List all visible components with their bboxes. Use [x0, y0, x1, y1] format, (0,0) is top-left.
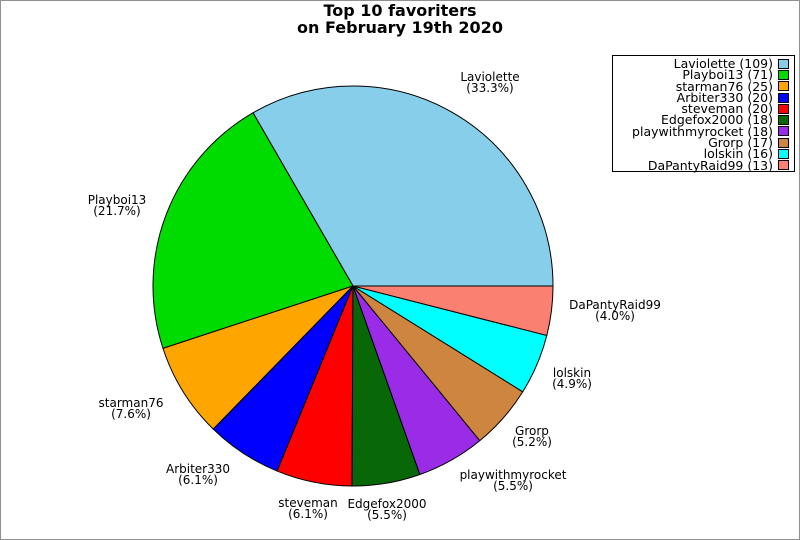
pie-label-name: steveman: [278, 496, 338, 510]
pie-label-pct: (6.1%): [178, 473, 218, 487]
chart-title-line1: Top 10 favoriters: [323, 1, 477, 20]
pie-label-name: Playboi13: [87, 193, 147, 207]
legend-label: lolskin (16): [703, 146, 773, 162]
legend-label: steveman (20): [681, 101, 773, 117]
pie-slice-dapantyraid99: [352, 285, 554, 336]
legend-item: Laviolette (109): [615, 56, 789, 71]
pie-label-name: Grorp: [515, 424, 549, 438]
legend-label: Edgefox2000 (18): [661, 112, 773, 128]
legend-swatch: [778, 115, 789, 126]
legend-swatch: [778, 137, 789, 148]
pie-slice-starman76: [162, 285, 354, 430]
legend-item: Edgefox2000 (18): [615, 112, 789, 128]
pie-label-pct: (7.6%): [111, 407, 151, 421]
pie-label-edgefox2000: Edgefox2000 (5.5%): [347, 497, 427, 522]
legend-label: DaPantyRaid99 (13): [647, 157, 773, 173]
pie-label-pct: (4.0%): [595, 309, 635, 323]
pie-label-pct: (21.7%): [93, 204, 141, 218]
pie-label-name: starman76: [98, 396, 164, 410]
legend-item: Playboi13 (71): [615, 67, 789, 83]
legend-swatch: [778, 103, 789, 114]
pie-slice-laviolette: [252, 85, 554, 287]
legend-label: Grorp (17): [708, 135, 773, 151]
pie-label-name: DaPantyRaid99: [569, 298, 661, 312]
pie-label-pct: (6.1%): [288, 507, 328, 521]
legend-swatch: [778, 92, 789, 103]
legend-swatch: [778, 58, 789, 69]
legend-item: lolskin (16): [615, 146, 789, 162]
pie-label-pct: (5.5%): [493, 479, 533, 493]
legend-item: starman76 (25): [615, 78, 789, 94]
legend-item: playwithmyrocket (18): [615, 123, 789, 139]
pie-label-arbiter330: Arbiter330 (6.1%): [165, 462, 231, 487]
legend-label: Laviolette (109): [673, 56, 773, 71]
pie-label-steveman: steveman (6.1%): [278, 496, 338, 521]
legend-item: Arbiter330 (20): [615, 89, 789, 105]
legend-item: Grorp (17): [615, 135, 789, 151]
legend: Laviolette (109) Playboi13 (71) starman7…: [612, 55, 795, 172]
pie-label-pct: (5.5%): [367, 508, 407, 522]
pie-label-playwithmyrocket: playwithmyrocket (5.5%): [459, 468, 567, 493]
legend-swatch: [778, 126, 789, 137]
legend-label: Playboi13 (71): [682, 67, 773, 83]
chart-title: Top 10 favoriters on February 19th 2020: [1, 1, 799, 37]
pie-label-pct: (5.2%): [512, 435, 552, 449]
legend-swatch: [778, 81, 789, 92]
pie-slice-playboi13: [152, 112, 354, 349]
legend-item: steveman (20): [615, 101, 789, 117]
pie-label-pct: (33.3%): [466, 81, 514, 95]
pie-label-pct: (4.9%): [552, 377, 592, 391]
legend-swatch: [778, 160, 789, 171]
pie-label-name: Arbiter330: [165, 462, 231, 476]
pie-label-name: playwithmyrocket: [459, 468, 567, 482]
pie-label-playboi13: Playboi13 (21.7%): [87, 193, 147, 218]
legend-label: Arbiter330 (20): [676, 89, 773, 105]
pie-label-name: lolskin: [552, 366, 592, 380]
pie-label-starman76: starman76 (7.6%): [98, 396, 164, 421]
pie-label-dapantyraid99: DaPantyRaid99 (4.0%): [569, 298, 661, 323]
chart-title-line2: on February 19th 2020: [297, 17, 503, 37]
legend-swatch: [778, 69, 789, 80]
legend-label: starman76 (25): [675, 78, 773, 94]
legend-item: DaPantyRaid99 (13): [615, 157, 789, 173]
pie-label-grorp: Grorp (5.2%): [512, 424, 552, 449]
pie-label-name: Edgefox2000: [347, 497, 427, 511]
pie-label-name: Laviolette: [460, 70, 520, 84]
legend-label: playwithmyrocket (18): [632, 123, 773, 139]
pie-label-laviolette: Laviolette (33.3%): [460, 70, 520, 95]
legend-swatch: [778, 149, 789, 160]
pie-label-lolskin: lolskin (4.9%): [552, 366, 592, 391]
